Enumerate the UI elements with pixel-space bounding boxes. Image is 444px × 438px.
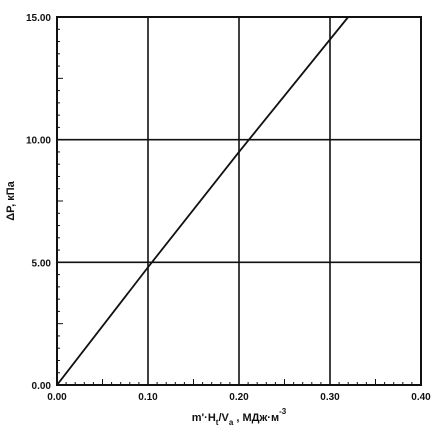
x-axis-label-main: m'·H — [192, 412, 216, 424]
y-axis-label: ΔP, кПа — [5, 180, 17, 220]
x-tick-label: 0.40 — [411, 392, 431, 403]
x-axis-label-sub2: a — [229, 418, 234, 427]
x-axis-label-sub1: t — [216, 418, 219, 427]
x-tick-label: 0.00 — [47, 392, 67, 403]
x-tick-labels: 0.00 0.10 0.20 0.30 0.40 — [47, 392, 431, 403]
y-tick-label: 15.00 — [26, 13, 51, 24]
y-tick-label: 0.00 — [32, 381, 52, 392]
series-line — [56, 16, 349, 386]
plot-frame — [56, 16, 422, 386]
y-tick-labels: 0.00 5.00 10.00 15.00 — [26, 13, 51, 392]
x-tick-label: 0.30 — [320, 392, 340, 403]
series-point — [347, 16, 350, 18]
x-tick-label: 0.10 — [138, 392, 158, 403]
series-point — [147, 266, 149, 269]
y-tick-label: 5.00 — [32, 258, 52, 269]
x-axis-label: m'·Ht/Va , МДж·м-3 — [192, 407, 287, 427]
series-point — [56, 384, 58, 386]
series-point — [238, 151, 240, 153]
x-axis-label-sup: -3 — [279, 407, 287, 416]
x-axis-label-tail: , МДж·м — [233, 412, 279, 424]
grid-layer — [57, 17, 421, 385]
x-axis-label-mid: /V — [218, 412, 229, 424]
series-layer — [56, 16, 350, 386]
x-tick-label: 0.20 — [229, 392, 249, 403]
y-tick-label: 10.00 — [26, 136, 51, 147]
